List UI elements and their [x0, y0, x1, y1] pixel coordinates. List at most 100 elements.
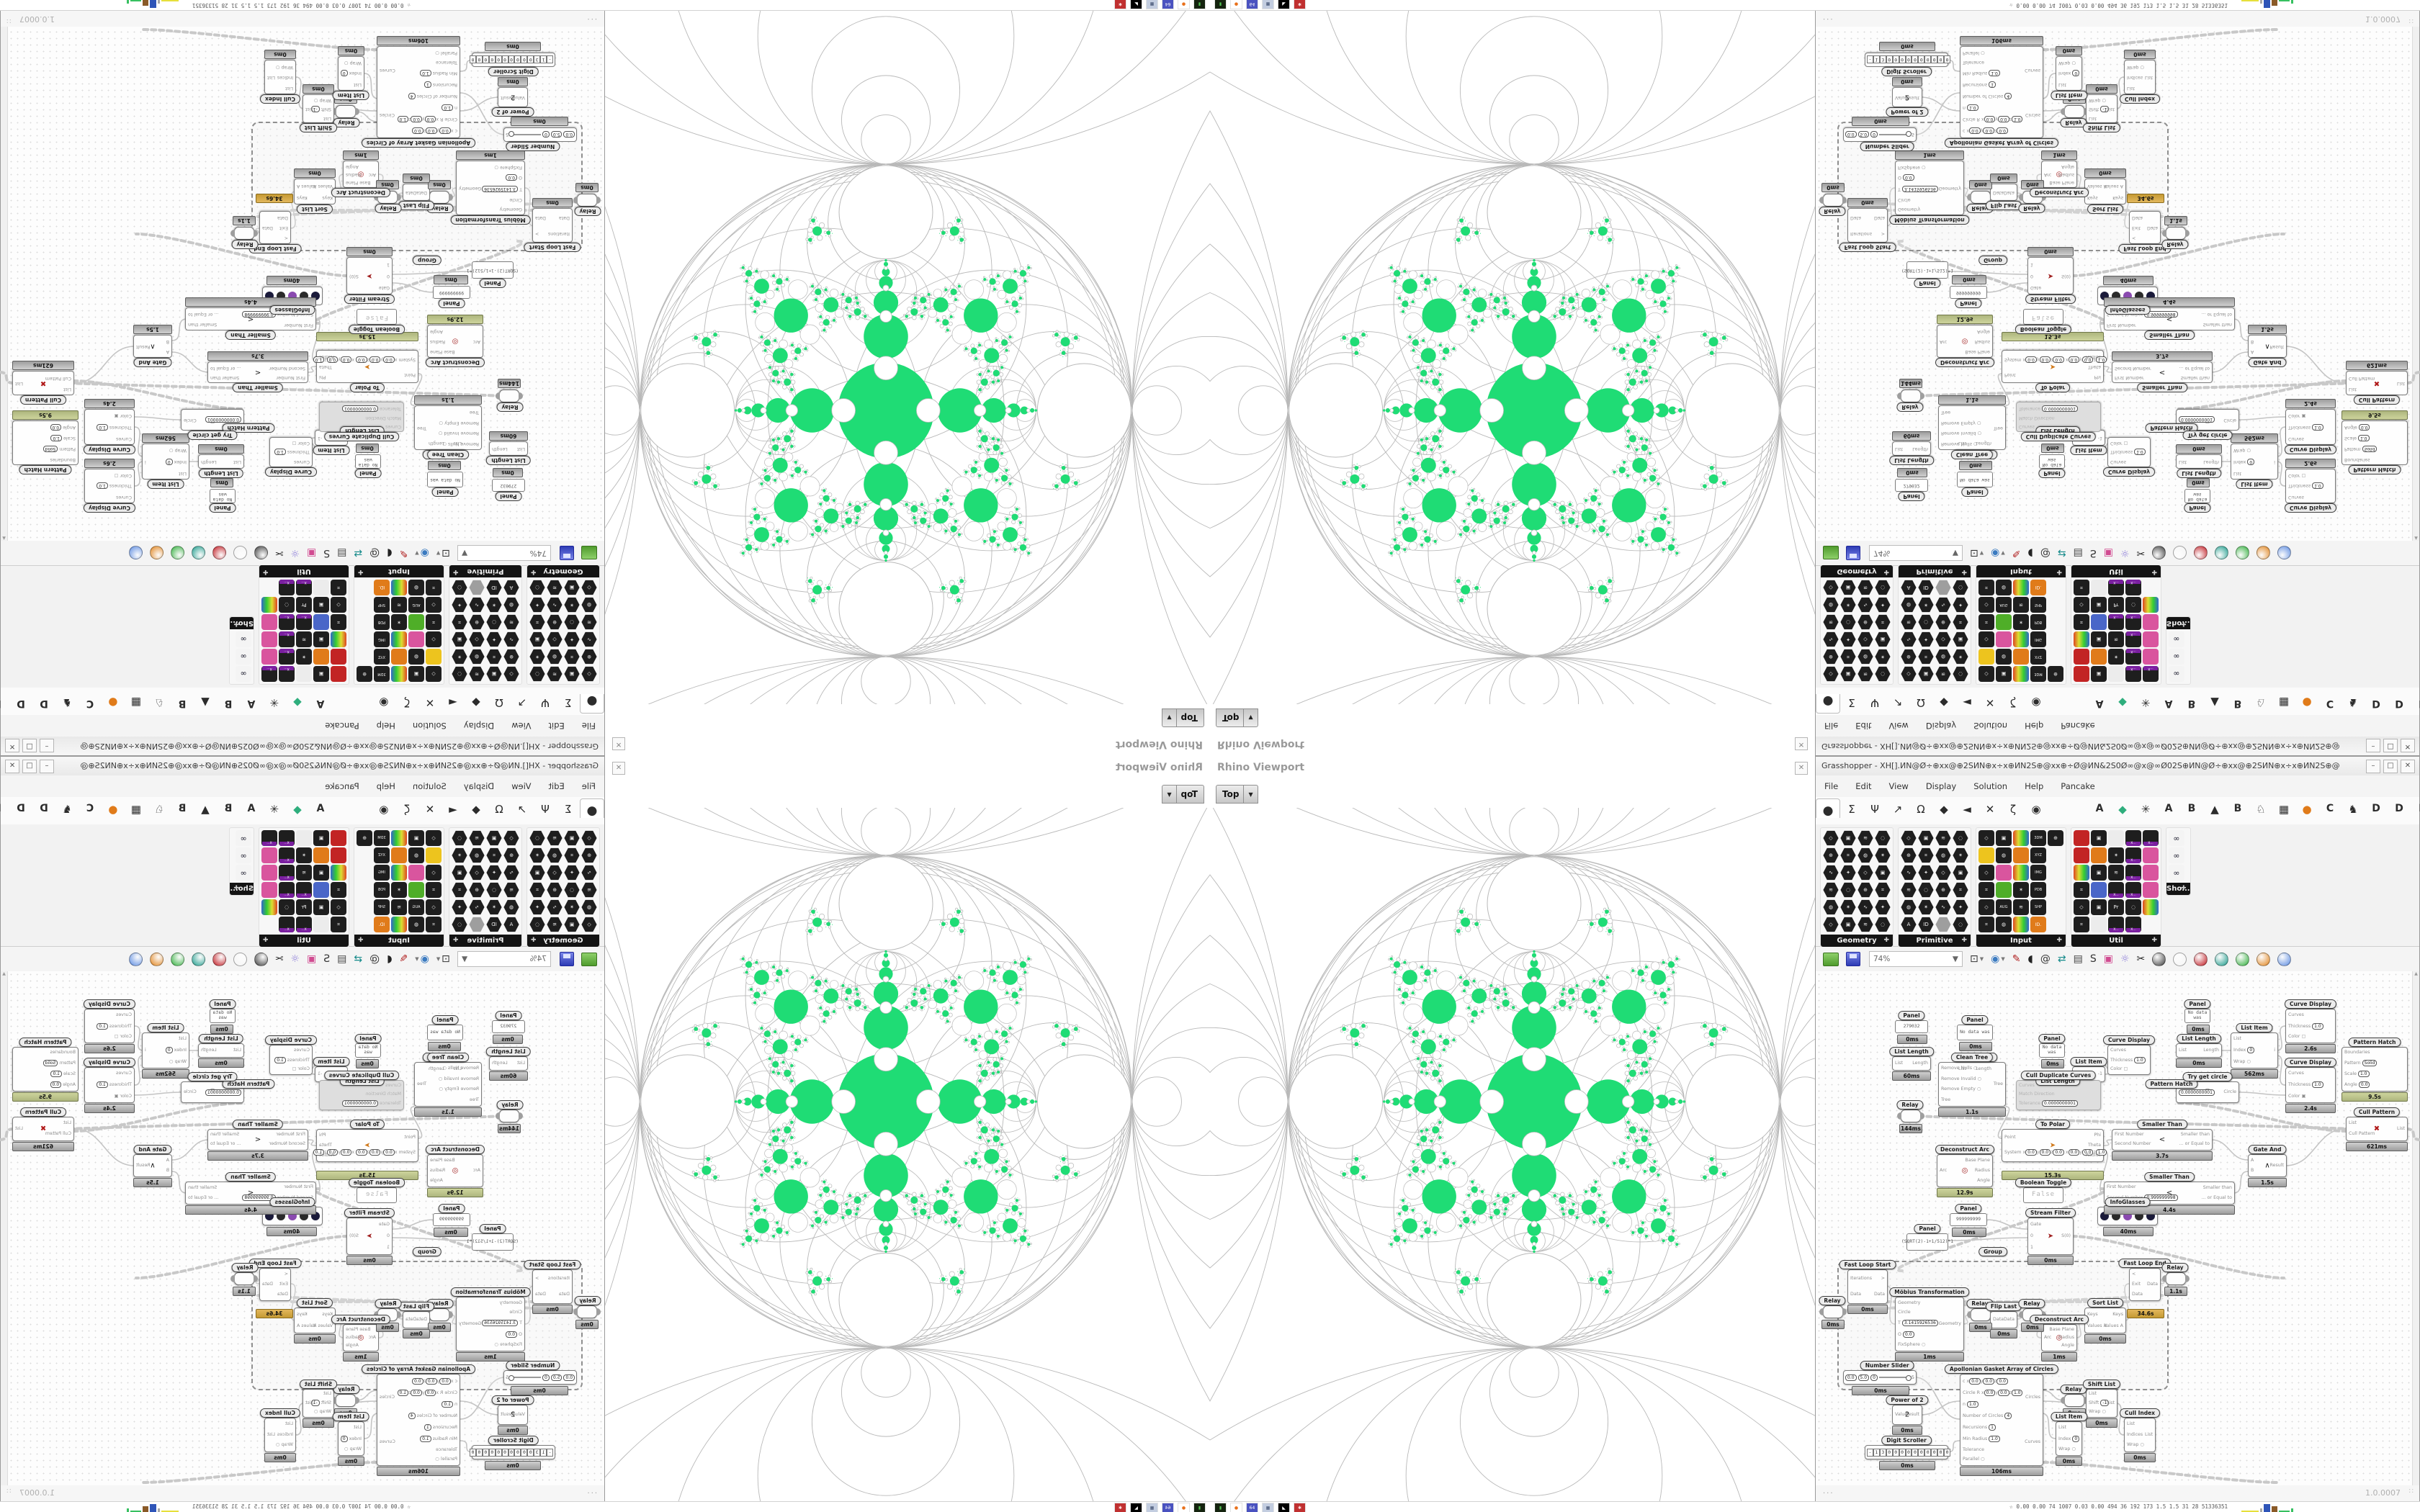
component-label[interactable]: Cull Index: [2119, 1408, 2161, 1418]
component-icon[interactable]: X…: [2143, 830, 2159, 846]
panel-value[interactable]: No data was: [2184, 1009, 2210, 1023]
component-icon[interactable]: [1935, 917, 1951, 932]
component-icon[interactable]: ⌗: [1953, 882, 1968, 898]
component-label[interactable]: Try get circle: [2182, 1072, 2233, 1081]
component-icon[interactable]: ◇: [1901, 830, 1917, 846]
component-label[interactable]: Relay: [2018, 1299, 2045, 1308]
component-label[interactable]: Cull Duplicate Curves: [2020, 432, 2097, 441]
node-shift-list[interactable]: List Shift -1 Wrap ○ List: [2086, 1389, 2118, 1418]
menu-item-file[interactable]: File: [1824, 781, 1839, 791]
rhino-viewport-canvas[interactable]: [605, 808, 1210, 1501]
component-icon[interactable]: ∿: [1935, 899, 1951, 915]
component-label[interactable]: Deconstruct Arc: [2030, 1315, 2089, 1324]
component-icon[interactable]: ⌗: [1918, 847, 1934, 863]
component-icon[interactable]: ◍: [1996, 917, 2012, 932]
component-icon[interactable]: ⌗: [1978, 882, 1994, 898]
gh-plugin-tab[interactable]: D: [2372, 803, 2380, 814]
gh-plugin-tab[interactable]: E: [2411, 797, 2420, 814]
gh-plugin-tab[interactable]: A: [2164, 803, 2173, 814]
component-icon[interactable]: ▣: [1918, 830, 1934, 846]
menu-item-solution[interactable]: Solution: [1973, 781, 2008, 791]
component-label[interactable]: Relay: [1819, 207, 1846, 216]
component-label[interactable]: List Item: [2050, 91, 2088, 100]
component-icon[interactable]: ≋: [1935, 830, 1951, 846]
component-label[interactable]: Curve Display: [2102, 467, 2156, 477]
component-icon[interactable]: ◌: [1875, 830, 1891, 846]
expand-icon[interactable]: ✚: [1883, 937, 1889, 944]
display-mode-ball-3[interactable]: [2215, 952, 2229, 966]
component-icon[interactable]: ◇: [1978, 830, 1994, 846]
component-icon[interactable]: ≋: [1901, 882, 1917, 898]
component-icon[interactable]: ⊕: [1823, 847, 1839, 863]
gh-tab-icon[interactable]: ζ: [2009, 803, 2017, 816]
component-label[interactable]: Shift List: [2082, 1380, 2121, 1389]
resize-grip-icon[interactable]: ∷: [2408, 1488, 2414, 1495]
component-icon[interactable]: ∿: [1857, 899, 1873, 915]
rhino-viewport-canvas[interactable]: [1210, 11, 1815, 704]
component-icon[interactable]: X…: [2125, 830, 2141, 846]
component-label[interactable]: To Polar: [2035, 1120, 2070, 1129]
component-label[interactable]: Curve Display: [2284, 1058, 2337, 1067]
component-label[interactable]: Power of 2: [1886, 107, 1929, 117]
component-icon[interactable]: [2013, 847, 2029, 863]
component-label[interactable]: Cull Pattern: [2353, 1107, 2401, 1117]
node-shift-list[interactable]: List Shift -1 Wrap ○ List: [2086, 94, 2118, 123]
component-label[interactable]: List Item: [2236, 480, 2273, 489]
close-icon[interactable]: ✕: [612, 762, 625, 775]
component-icon[interactable]: ∿: [1901, 865, 1917, 881]
chevron-down-icon[interactable]: ▼: [1952, 955, 1958, 963]
component-label[interactable]: Boolean Toggle: [2015, 325, 2072, 334]
node-relay[interactable]: [1901, 1110, 1921, 1122]
chevron-down-icon[interactable]: ▼: [1248, 791, 1253, 798]
component-icon[interactable]: ≋: [1823, 882, 1839, 898]
viewport-projection-tab[interactable]: Top ▼: [1216, 785, 1258, 804]
component-label[interactable]: Curve Display: [2284, 445, 2337, 454]
component-label[interactable]: Flip Last: [1985, 201, 2022, 210]
component-label[interactable]: Relay: [2018, 204, 2045, 213]
component-icon[interactable]: ✶: [2013, 882, 2029, 898]
node-list-item[interactable]: List Index 0 Wrap ○ i: [2231, 1032, 2278, 1068]
component-label[interactable]: Panel: [2184, 999, 2211, 1009]
component-label[interactable]: InfoGlasses: [2105, 305, 2151, 315]
component-label[interactable]: Number Slider: [1860, 1361, 1914, 1370]
node-clean-tree[interactable]: Remove Nulls ○ Remove Invalid ○ Remove Emp…: [1938, 405, 2006, 450]
component-label[interactable]: Smaller Than: [2144, 330, 2195, 340]
gh-tab-icon[interactable]: ◆: [1940, 803, 1948, 816]
component-icon[interactable]: ≋: [1857, 830, 1873, 846]
component-icon[interactable]: ✦: [1918, 865, 1934, 881]
component-icon[interactable]: ≋: [1857, 917, 1873, 932]
node-to-polar[interactable]: ➤ Point System x 0.0 y 0.0 z 0.0 x 0.0 y 0.0 z 1.0 Ph…: [2002, 350, 2107, 383]
gh-plugin-tab[interactable]: C: [2326, 803, 2334, 814]
component-icon[interactable]: ▣: [1996, 830, 2012, 846]
app-paint[interactable]: ◣: [1278, 0, 1290, 9]
component-icon[interactable]: ◇: [1935, 865, 1951, 881]
component-label[interactable]: Number Slider: [1860, 142, 1914, 151]
component-label[interactable]: Panel: [2038, 469, 2066, 478]
component-icon[interactable]: A: [1901, 917, 1917, 932]
gh-tab-icon[interactable]: ●: [1816, 798, 1840, 818]
component-label[interactable]: Try get circle: [2182, 431, 2233, 440]
expand-icon[interactable]: ✚: [2181, 885, 2187, 892]
component-label[interactable]: Relay: [1819, 1296, 1846, 1305]
gift-icon[interactable]: ▣: [2103, 953, 2113, 965]
component-icon[interactable]: ◌: [1953, 917, 1968, 932]
app-firefox[interactable]: ●: [1230, 1503, 1242, 1512]
component-label[interactable]: Pattern Hatch: [2348, 465, 2401, 474]
node-curve-display[interactable]: Curves Thickness 1.0 Color ▣: [2285, 409, 2336, 445]
component-icon[interactable]: [2108, 830, 2124, 846]
component-icon[interactable]: ◇: [1978, 865, 1994, 881]
component-icon[interactable]: ✶: [1953, 847, 1968, 863]
menu-item-display[interactable]: Display: [1925, 781, 1957, 791]
component-label[interactable]: InfoGlasses: [2105, 1197, 2151, 1207]
canvas-footer-dots[interactable]: ...: [1823, 17, 1834, 24]
component-icon[interactable]: ∞: [2169, 830, 2184, 846]
ribbon-group-label[interactable]: Sho... ✚: [2166, 883, 2190, 895]
component-icon[interactable]: ✶: [1840, 899, 1856, 915]
component-icon[interactable]: ▣: [1875, 865, 1891, 881]
component-icon[interactable]: X…: [2125, 917, 2141, 932]
component-label[interactable]: Panel: [1914, 279, 1941, 288]
node-relay[interactable]: [1823, 194, 1843, 207]
component-icon[interactable]: ⌗: [1875, 882, 1891, 898]
